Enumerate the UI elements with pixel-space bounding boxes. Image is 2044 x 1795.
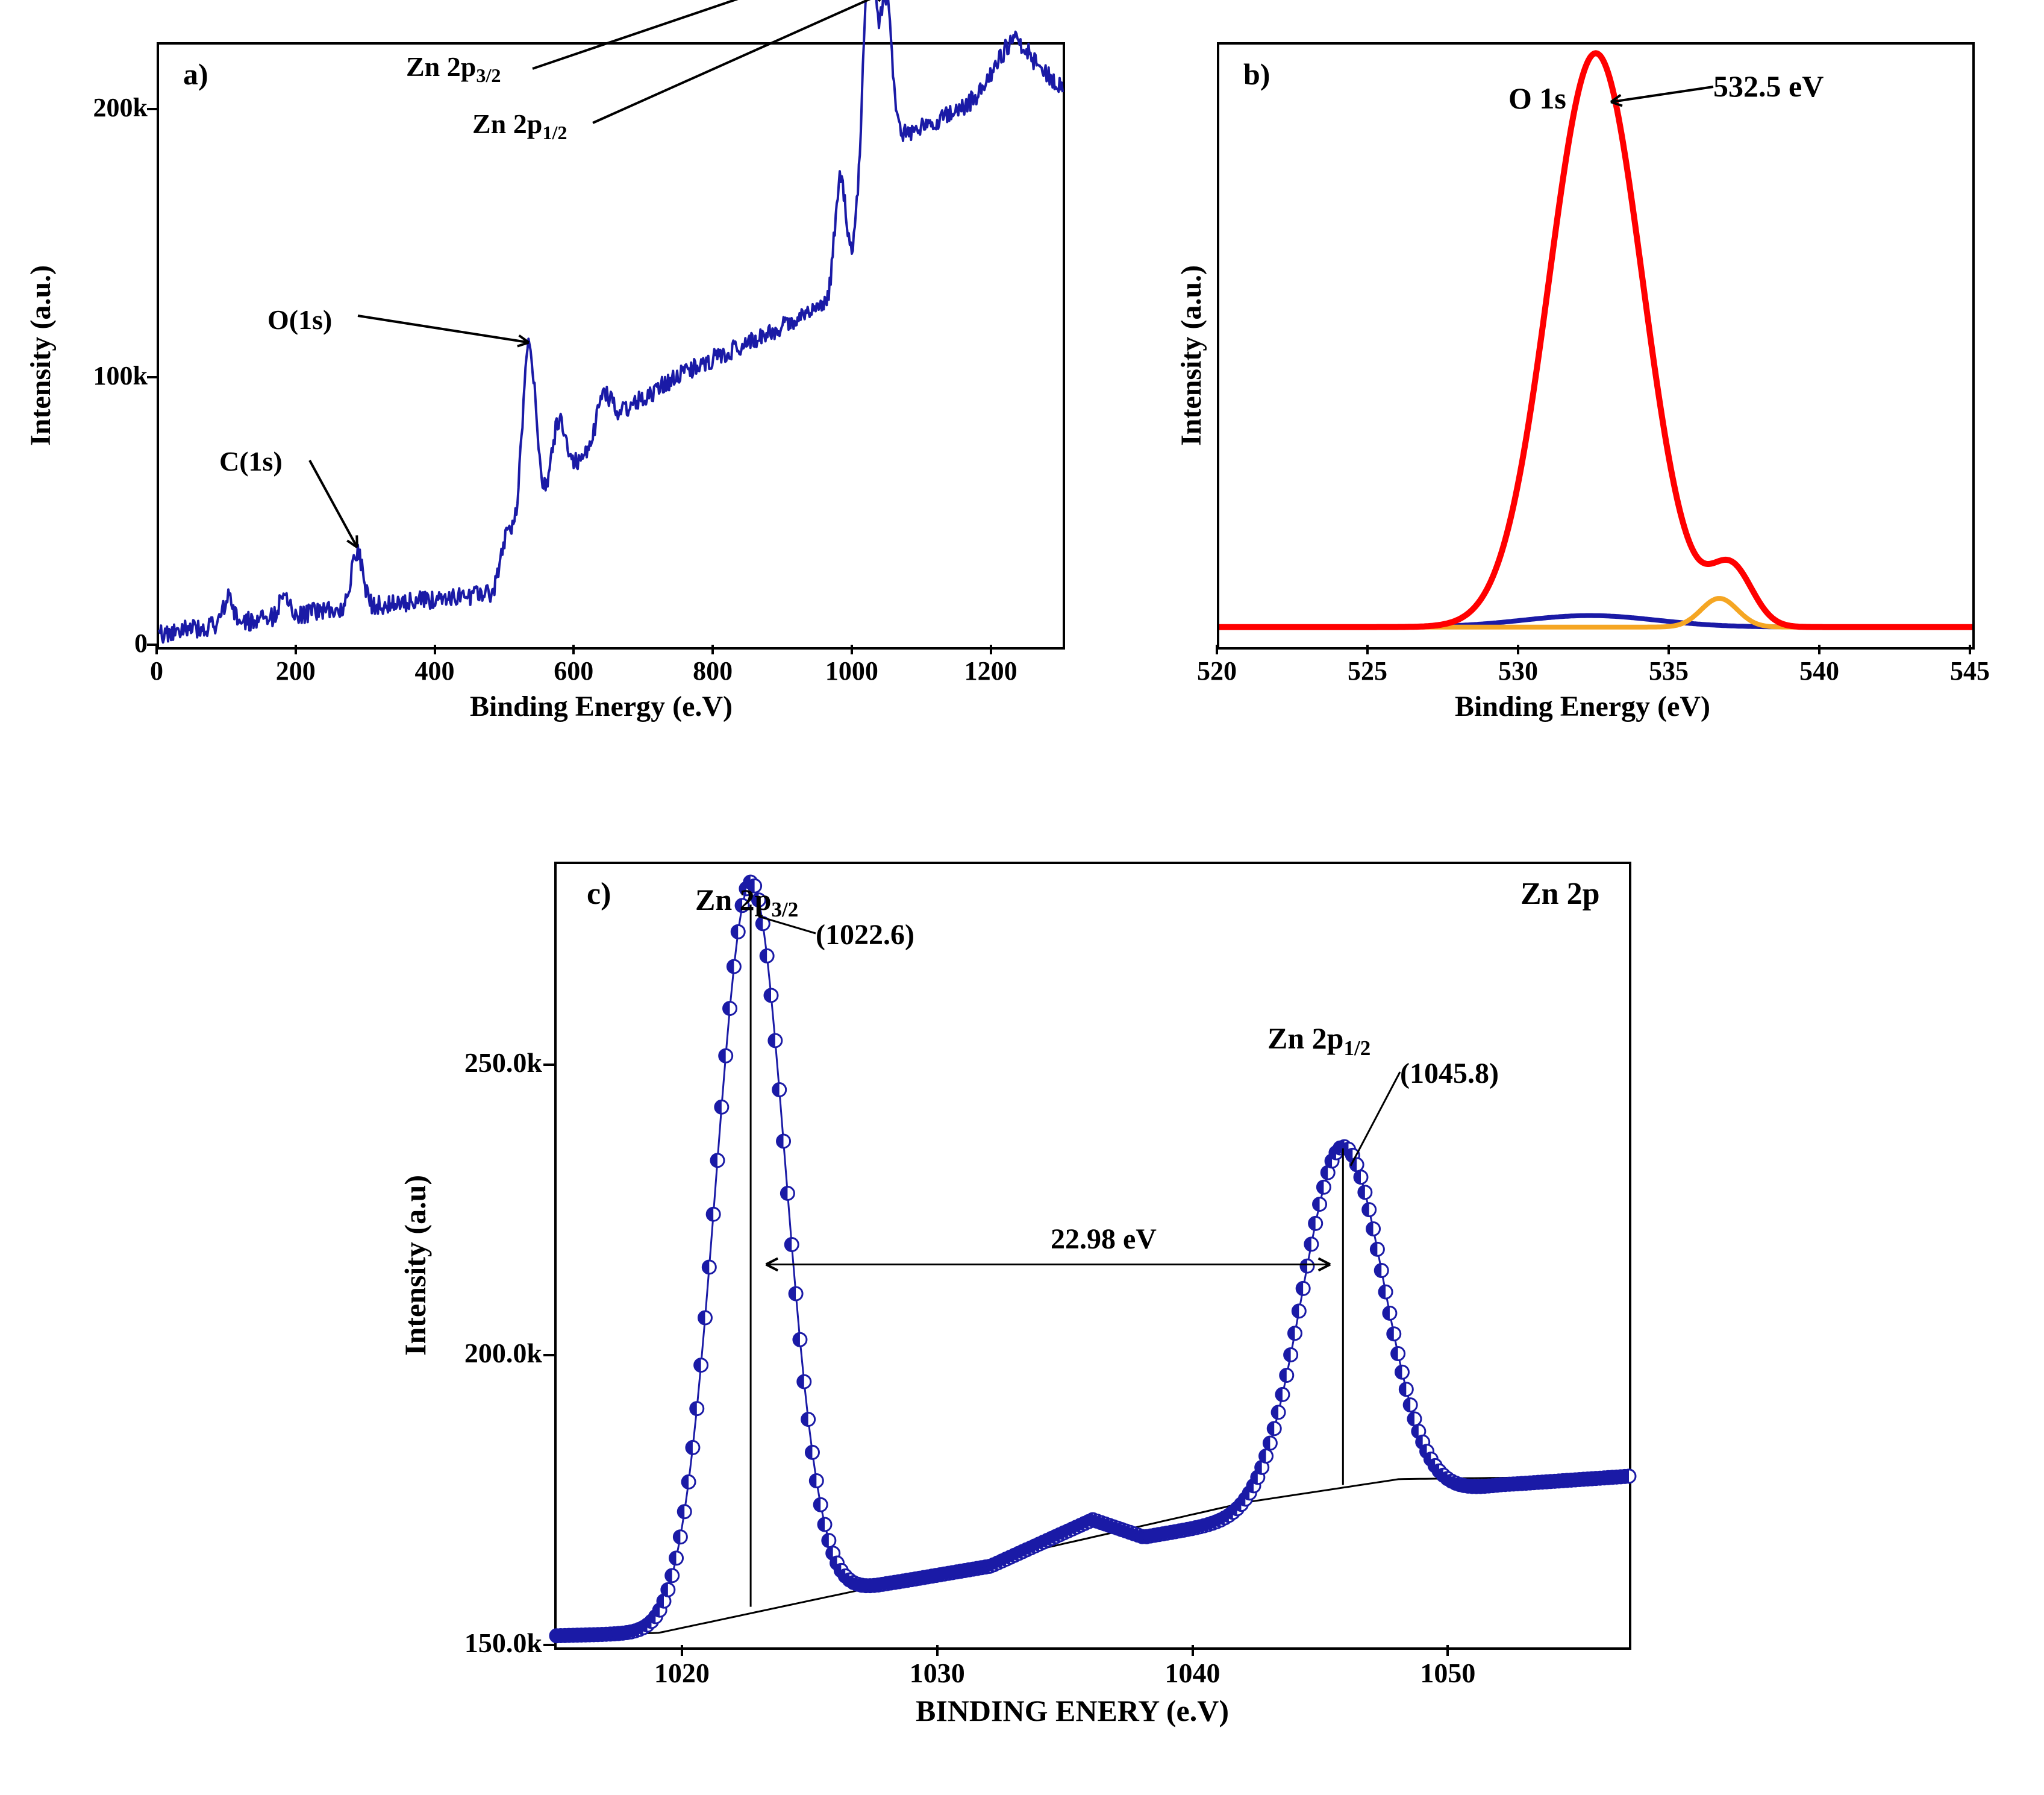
panel-label: b) bbox=[1243, 57, 1270, 92]
x-tick-label: 1030 bbox=[901, 1657, 974, 1689]
panel-c: c) Zn 2p Zn 2p3/2 (1022.6) Zn 2p1/2 (1045.8) 2… bbox=[386, 825, 1699, 1765]
peak-annotation: (1045.8) bbox=[1400, 1057, 1499, 1090]
panel-a-plot: a) Zn 2p3/2 Zn 2p1/2 O(1s) C(1s) bbox=[157, 42, 1065, 650]
y-tick-label: 100k bbox=[60, 360, 148, 391]
x-tick-label: 400 bbox=[405, 656, 465, 686]
panel-c-plot: c) Zn 2p Zn 2p3/2 (1022.6) Zn 2p1/2 (1045.8) 2… bbox=[554, 862, 1631, 1650]
y-axis-label: Intensity (a.u.) bbox=[1175, 265, 1208, 446]
peak-annotation: Zn 2p3/2 bbox=[406, 51, 501, 87]
peak-annotation: Zn 2p1/2 bbox=[472, 108, 567, 144]
x-axis-label: Binding Energy (eV) bbox=[1455, 690, 1710, 723]
peak-annotation: O 1s bbox=[1508, 81, 1566, 116]
xps-figure: a) Zn 2p3/2 Zn 2p1/2 O(1s) C(1s) 0 200 400 600 80… bbox=[0, 0, 2044, 1795]
panel-label: c) bbox=[587, 876, 611, 912]
peak-annotation: Zn 2p3/2 bbox=[695, 882, 798, 922]
x-tick-label: 1020 bbox=[646, 1657, 718, 1689]
x-tick-label: 540 bbox=[1792, 656, 1846, 686]
corner-label: Zn 2p bbox=[1520, 876, 1600, 912]
y-axis-label: Intensity (a.u.) bbox=[24, 265, 57, 446]
panel-b-plot: b) O 1s 532.5 eV bbox=[1217, 42, 1975, 650]
x-tick-label: 0 bbox=[127, 656, 187, 686]
x-tick-label: 545 bbox=[1943, 656, 1997, 686]
panel-b: b) O 1s 532.5 eV 520 525 530 535 540 545 Binding … bbox=[1096, 0, 2042, 753]
x-axis-label: Binding Energy (e.V) bbox=[470, 690, 733, 723]
peak-annotation: O(1s) bbox=[267, 304, 332, 336]
y-axis-label: Intensity (a.u) bbox=[398, 1175, 433, 1356]
x-tick-label: 800 bbox=[683, 656, 743, 686]
x-tick-label: 200 bbox=[266, 656, 326, 686]
y-tick-label: 250.0k bbox=[431, 1047, 542, 1079]
panel-label: a) bbox=[183, 57, 208, 92]
y-tick-label: 0 bbox=[60, 628, 148, 659]
x-axis-label: BINDING ENERY (e.V) bbox=[916, 1693, 1229, 1728]
peak-annotation: 532.5 eV bbox=[1713, 69, 1824, 104]
x-tick-label: 1200 bbox=[961, 656, 1021, 686]
peak-annotation: (1022.6) bbox=[816, 918, 914, 951]
peak-annotation: Zn 2p1/2 bbox=[1267, 1021, 1370, 1060]
x-tick-label: 1000 bbox=[822, 656, 882, 686]
x-tick-label: 520 bbox=[1190, 656, 1244, 686]
peak-annotation: 22.98 eV bbox=[1051, 1223, 1157, 1256]
y-tick-label: 150.0k bbox=[431, 1627, 542, 1659]
x-tick-label: 525 bbox=[1340, 656, 1395, 686]
x-tick-label: 1050 bbox=[1411, 1657, 1484, 1689]
x-tick-label: 600 bbox=[543, 656, 604, 686]
x-tick-label: 535 bbox=[1642, 656, 1696, 686]
panel-a: a) Zn 2p3/2 Zn 2p1/2 O(1s) C(1s) 0 200 400 600 80… bbox=[0, 0, 1133, 753]
x-tick-label: 1040 bbox=[1157, 1657, 1229, 1689]
y-tick-label: 200k bbox=[60, 92, 148, 123]
peak-annotation: C(1s) bbox=[219, 445, 283, 477]
x-tick-label: 530 bbox=[1491, 656, 1545, 686]
y-tick-label: 200.0k bbox=[431, 1337, 542, 1369]
